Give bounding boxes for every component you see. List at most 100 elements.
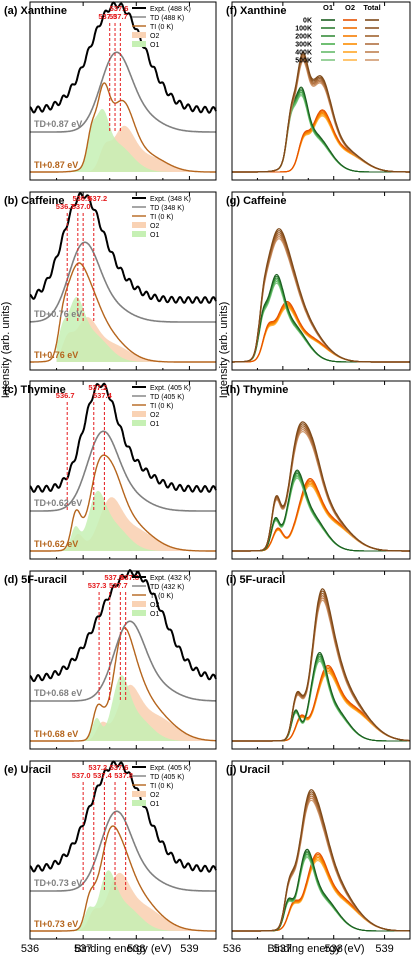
peak-label: 536.7 [56,391,75,400]
o2-curve [232,855,411,932]
x-tick-label: 537 [74,943,92,955]
total-curve [232,430,410,552]
peak-label: 537.0 [72,202,91,211]
peak-label: 537.0 [72,771,91,780]
o2-curve [232,114,410,173]
panel-title: (h) Thymine [226,384,288,396]
o1-curve [232,95,410,173]
legend-label: Expt. (348 K) [150,196,191,203]
o1-curve [232,476,410,552]
o1-curve [232,88,410,173]
o1-curve [232,93,410,173]
temp-legend-header: O1 [323,3,333,12]
left-ylabel: Intensity (arb. units) [0,302,12,399]
o2-curve [232,111,410,173]
legend-swatch [132,411,146,417]
peak-label: 537.8 [114,771,133,780]
panel-title: (j) Uracil [226,764,270,776]
panel-frame [29,570,217,750]
legend-label: O1 [150,232,159,239]
o2-curve [232,113,410,173]
panel-title: (f) Xanthine [226,5,287,17]
total-curve [232,423,410,552]
panel-frame [29,191,217,371]
peak-label: 537.7 [109,12,128,21]
legend-label: TI (0 K) [150,403,173,410]
legend-label: O1 [150,421,159,428]
temp-legend-label: 0K [303,18,312,25]
legend-label: Expt. (488 K) [150,6,191,13]
td-line [30,810,216,892]
legend-swatch [132,32,146,38]
ti-line [30,82,216,173]
legend-label: O2 [150,602,159,609]
td-line [30,51,216,133]
expt-line [29,569,217,683]
legend-label: TD (405 K) [150,394,184,401]
legend-label: TD (432 K) [150,584,184,591]
panel-frame [231,380,411,560]
ti-line [30,454,216,552]
peak-label: 537.6 [110,4,129,13]
peak-label: 537.3 [88,581,107,590]
temp-legend-label: 500K [295,58,312,65]
legend-label: Expt. (405 K) [150,765,191,772]
total-curve [232,599,410,742]
td-line [30,241,216,323]
legend-swatch [132,420,146,426]
legend-label: TD (348 K) [150,205,184,212]
total-curve [232,595,410,742]
o1-curve [232,89,410,173]
o2-area [56,125,217,172]
right-ylabel: Intensity (arb. units) [218,302,230,399]
o2-curve [232,485,410,552]
o1-curve [232,86,410,173]
legend-swatch [132,231,146,237]
total-curve [232,597,410,742]
peak-label: 536.9 [72,194,91,203]
expt-line [29,1,217,114]
expt-line [29,382,217,493]
total-curve [232,590,410,742]
x-tick-label: 539 [180,943,198,955]
legend-swatch [132,601,146,607]
legend-swatch [132,610,146,616]
o2-curve [232,860,410,932]
legend-label: O1 [150,42,159,49]
o2-curve [232,483,410,552]
temp-legend-label: 200K [295,34,312,41]
peak-label: 537.6 [110,763,129,772]
expt-line [29,192,217,304]
o1-curve [232,856,410,932]
total-curve [232,588,410,742]
shift-ti-label: TI+0.76 eV [34,350,78,360]
x-tick-label: 536 [223,943,241,955]
peak-label: 537.2 [88,194,107,203]
peak-label: 537.5 [104,573,123,582]
o2-curve [232,480,410,552]
o1-curve [232,472,410,552]
legend-label: Expt. (432 K) [150,575,191,582]
x-tick-label: 539 [375,943,393,955]
panel-frame [231,1,411,181]
total-curve [232,427,410,552]
o1-curve [232,653,410,742]
peak-label: 537.8 [120,573,139,582]
o1-curve [232,477,410,552]
o1-curve [232,469,410,552]
o1-area [56,108,217,172]
shift-td-label: TD+0.87 eV [34,119,82,129]
td-line [30,430,216,512]
td-line [30,620,216,702]
peak-label: 537.2 [88,763,107,772]
o2-curve [232,858,410,932]
x-tick-label: 538 [325,943,343,955]
o1-area [56,490,217,551]
o1-curve [232,471,410,552]
legend-swatch [132,800,146,806]
legend-label: Expt. (405 K) [150,385,191,392]
peak-label: 537.5 [98,12,117,21]
x-tick-label: 537 [274,943,292,955]
